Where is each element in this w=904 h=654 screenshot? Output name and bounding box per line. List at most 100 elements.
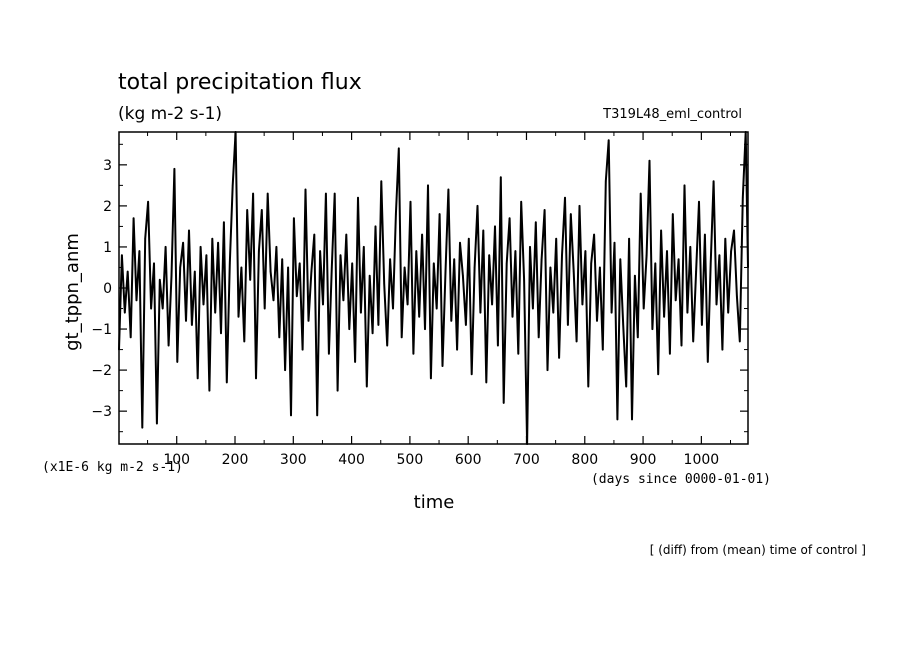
y-axis-label: gt_tppn_anm <box>62 233 83 351</box>
data-point <box>360 311 362 314</box>
data-point <box>578 205 581 207</box>
data-point <box>669 352 671 355</box>
data-point <box>540 258 543 261</box>
data-point <box>150 307 152 310</box>
data-point <box>304 188 307 191</box>
data-point <box>345 233 348 236</box>
data-point <box>581 303 584 306</box>
data-point <box>307 320 310 322</box>
data-point <box>558 357 560 359</box>
data-point <box>625 385 627 388</box>
data-point <box>412 352 415 355</box>
data-point <box>645 254 648 256</box>
data-point <box>287 266 289 269</box>
data-point <box>511 315 514 318</box>
data-point <box>427 184 429 187</box>
data-point <box>619 258 622 261</box>
x-tick-labels: 100 200 300 400 500 600 700 800 900 1000 <box>163 452 719 468</box>
data-point <box>126 270 129 273</box>
data-point <box>695 270 697 273</box>
data-point <box>182 242 184 244</box>
data-point <box>535 221 537 224</box>
x-tick-label: 900 <box>630 452 657 468</box>
data-point <box>456 348 458 351</box>
data-point <box>383 283 386 285</box>
data-point <box>121 254 123 256</box>
data-point <box>339 254 342 256</box>
data-point <box>409 201 412 203</box>
data-point <box>214 311 216 314</box>
data-point <box>293 217 295 219</box>
data-point <box>660 229 662 232</box>
data-point <box>237 315 240 318</box>
data-point <box>683 184 686 187</box>
data-point <box>395 213 397 215</box>
data-point <box>263 307 266 310</box>
data-point <box>208 389 211 392</box>
data-point <box>616 418 619 421</box>
data-point <box>199 246 202 248</box>
data-point <box>374 225 377 228</box>
data-point <box>392 307 394 310</box>
data-point <box>572 270 575 273</box>
data-point <box>424 328 426 330</box>
data-point <box>266 192 269 195</box>
data-point <box>468 237 470 240</box>
data-point <box>313 233 316 236</box>
y-tick-label: 0 <box>103 281 112 297</box>
data-point <box>459 242 461 244</box>
data-point <box>727 311 729 314</box>
y-tick-label: −3 <box>91 404 112 420</box>
data-point <box>342 299 345 302</box>
data-point <box>508 217 511 219</box>
data-point <box>724 237 727 240</box>
data-point <box>298 262 301 265</box>
data-point <box>447 188 450 191</box>
x-tick-label: 400 <box>338 452 365 468</box>
y-tick-label: 2 <box>103 199 112 215</box>
data-point <box>290 414 292 417</box>
y-tick-label: 1 <box>103 240 112 256</box>
chart-subtitle: (kg m-2 s-1) <box>118 104 222 124</box>
data-point <box>634 274 636 277</box>
data-point <box>153 262 155 265</box>
data-point <box>677 258 680 261</box>
data-points <box>118 131 749 445</box>
data-point <box>465 324 467 326</box>
data-point <box>529 246 531 248</box>
data-point <box>651 328 654 330</box>
data-point <box>194 270 196 273</box>
data-point <box>331 266 333 269</box>
data-point <box>138 250 141 252</box>
data-point <box>135 299 138 302</box>
data-point <box>739 340 741 343</box>
data-point <box>261 209 263 211</box>
data-point <box>179 266 181 269</box>
data-point <box>701 324 703 326</box>
data-point <box>502 402 505 404</box>
data-point <box>223 221 225 224</box>
x-tick-label: 200 <box>222 452 249 468</box>
data-point <box>269 270 272 273</box>
data-point <box>680 344 683 347</box>
data-point <box>587 385 590 388</box>
y-tick-label: 3 <box>103 158 112 174</box>
data-point <box>663 315 665 318</box>
data-point <box>599 266 601 269</box>
data-point <box>453 258 456 261</box>
data-point <box>275 246 278 248</box>
data-point <box>176 361 179 363</box>
data-point <box>185 320 187 322</box>
data-point <box>363 246 365 248</box>
data-point <box>144 237 146 240</box>
data-point <box>613 242 616 244</box>
data-point <box>561 254 563 256</box>
data-point <box>590 262 592 265</box>
data-point <box>333 192 336 195</box>
data-point <box>450 320 453 322</box>
data-point <box>243 340 246 343</box>
data-point <box>366 385 368 388</box>
data-point <box>476 205 479 207</box>
data-point <box>707 361 709 363</box>
